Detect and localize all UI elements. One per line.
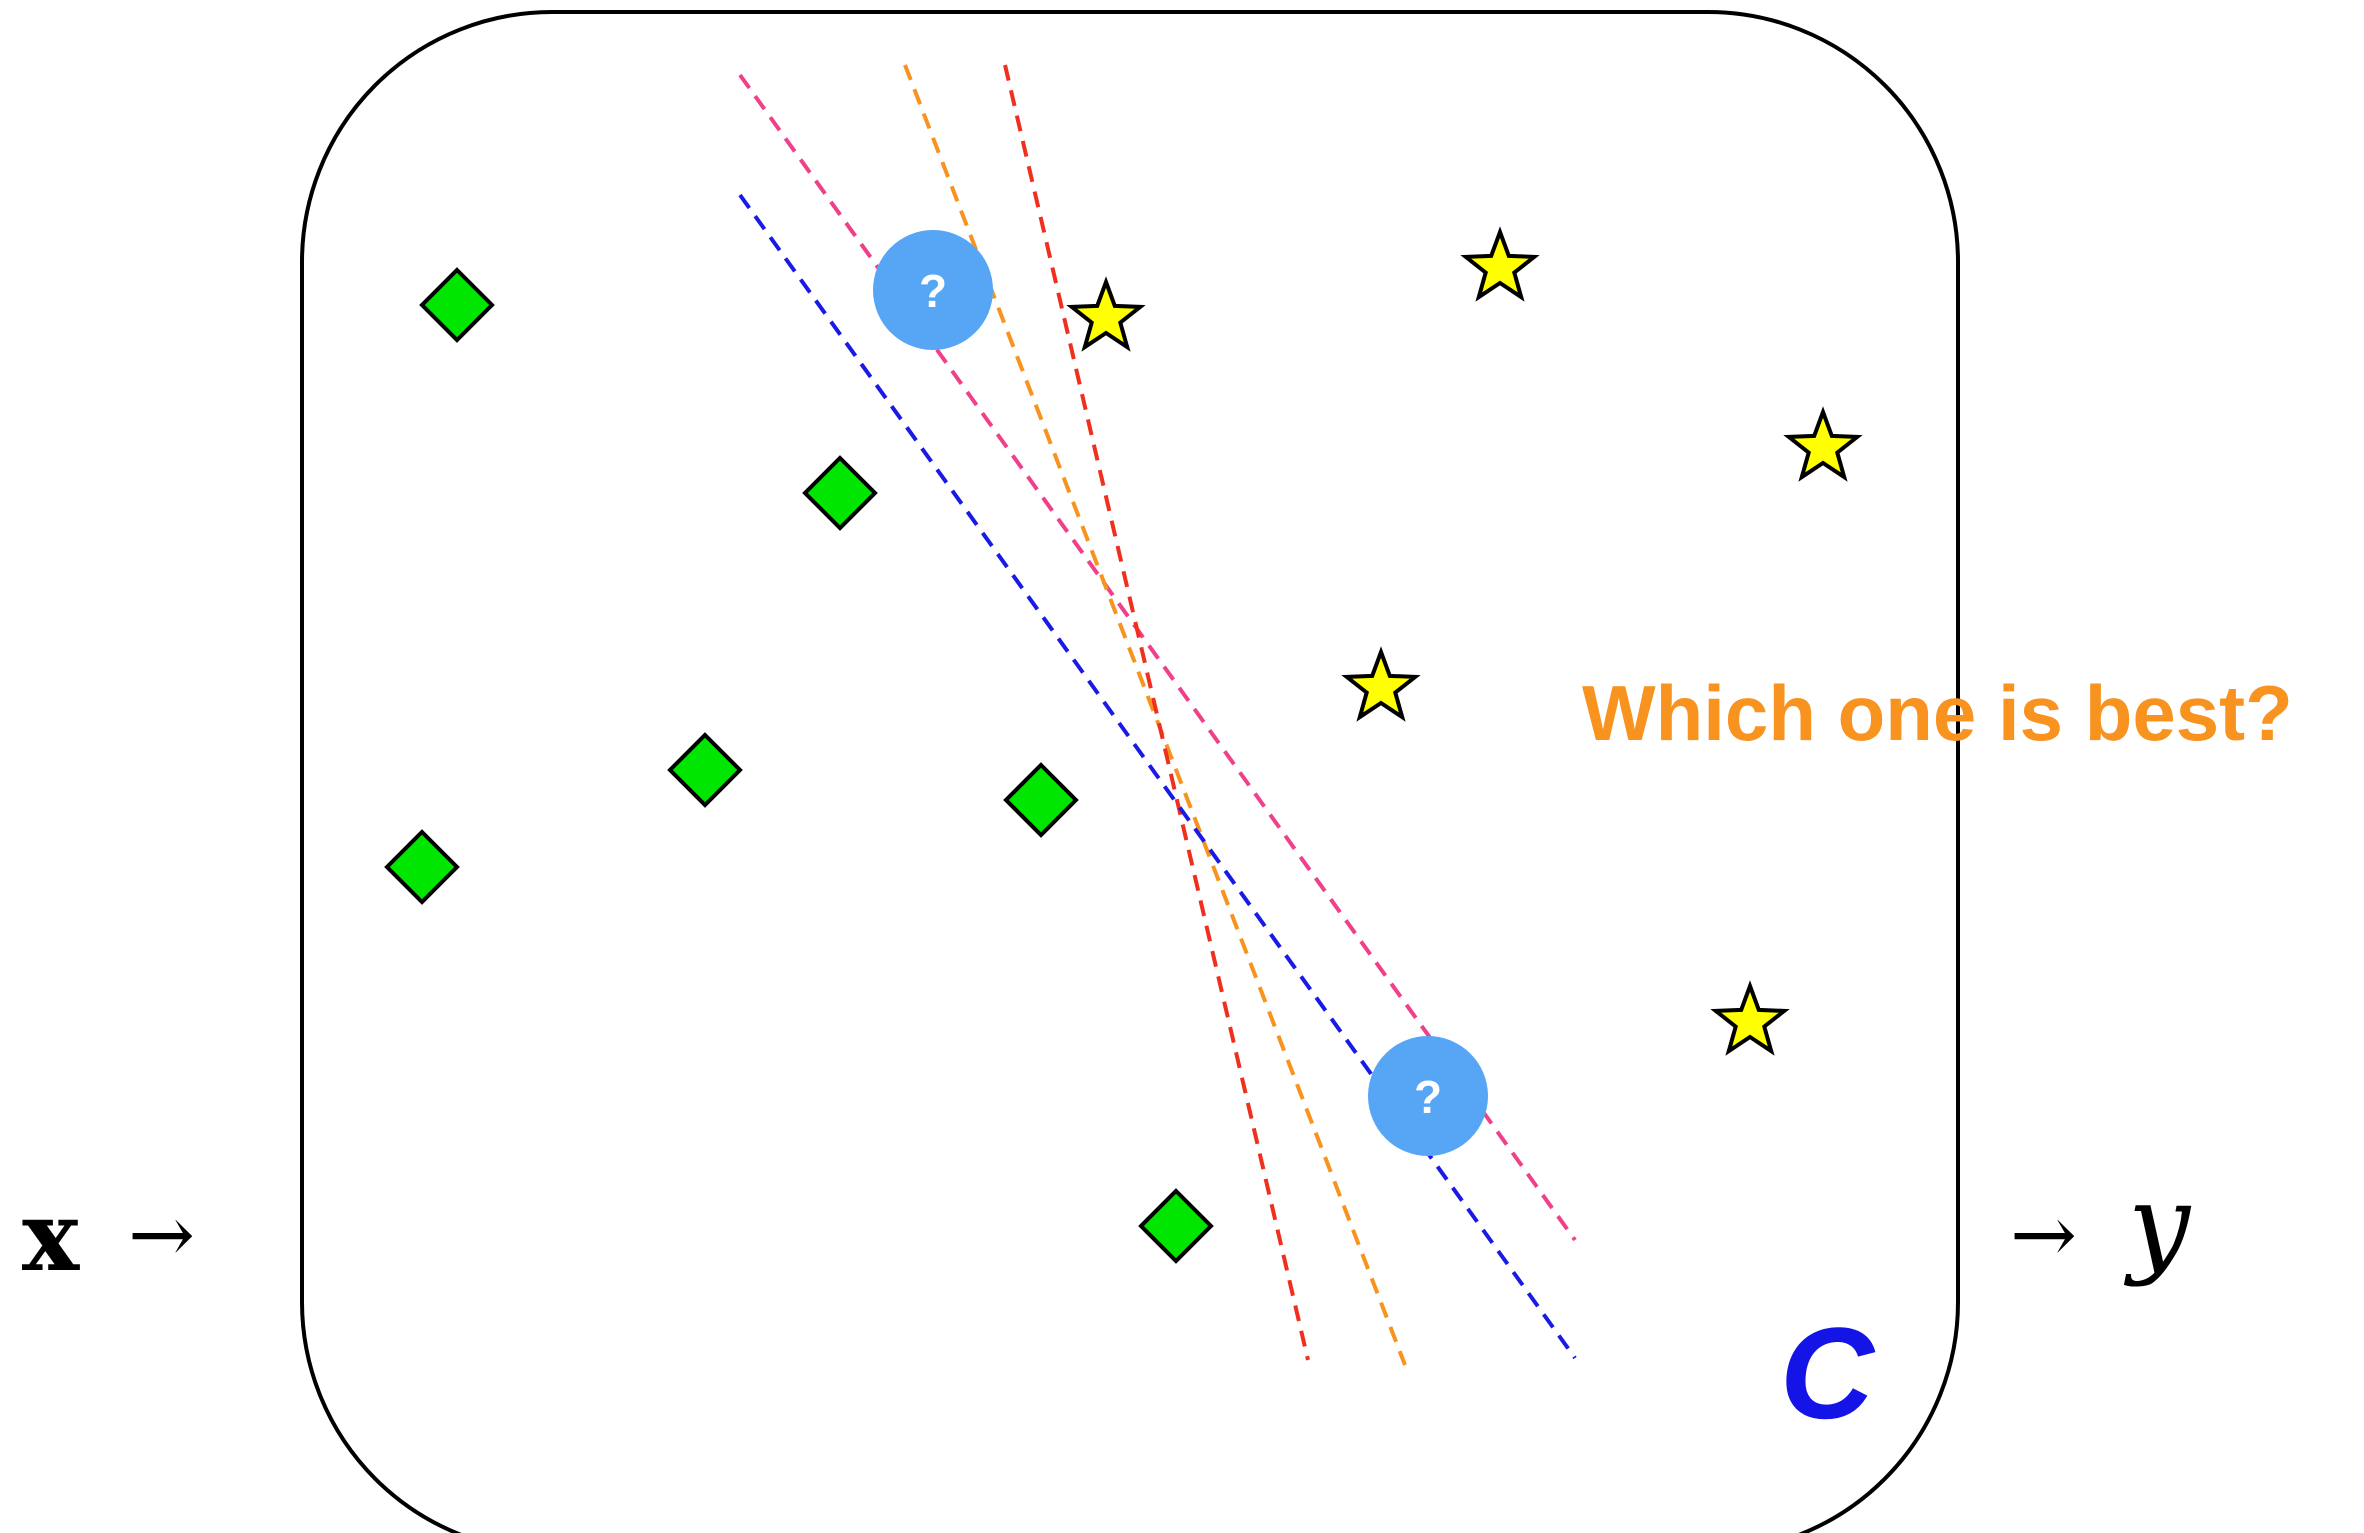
input-label: x [22,1180,80,1293]
green-diamond-icon [802,455,878,531]
green-diamond-icon [667,732,743,808]
output-label: y [2123,1160,2192,1288]
green-diamond-icon [384,829,460,905]
classifier-label: C [1780,1300,1876,1446]
classifier-box [300,10,1960,1533]
yellow-star-icon [1460,226,1540,302]
boundary-line-blue [738,193,1577,1360]
class-a-points [384,267,1214,1264]
yellow-star-icon [1783,406,1863,482]
uncertain-point: ? [873,230,993,350]
boundary-line-red [1003,64,1310,1361]
decision-boundaries [738,64,1577,1366]
output-arrow: → [2010,1188,2077,1281]
uncertain-marker-text: ? [1414,1071,1442,1123]
question-marker-icon [873,230,993,350]
uncertain-point: ? [1368,1036,1488,1156]
class-b-points [1066,226,1863,1056]
yellow-star-icon [1710,980,1790,1056]
green-diamond-icon [1003,762,1079,838]
yellow-star-icon [1066,276,1146,352]
input-arrow: → [128,1188,195,1281]
green-diamond-icon [419,267,495,343]
green-diamond-icon [1138,1188,1214,1264]
uncertain-marker-text: ? [919,265,947,317]
question-marker-icon [1368,1036,1488,1156]
question-text: Which one is best? [1582,669,2293,757]
yellow-star-icon [1341,646,1421,722]
